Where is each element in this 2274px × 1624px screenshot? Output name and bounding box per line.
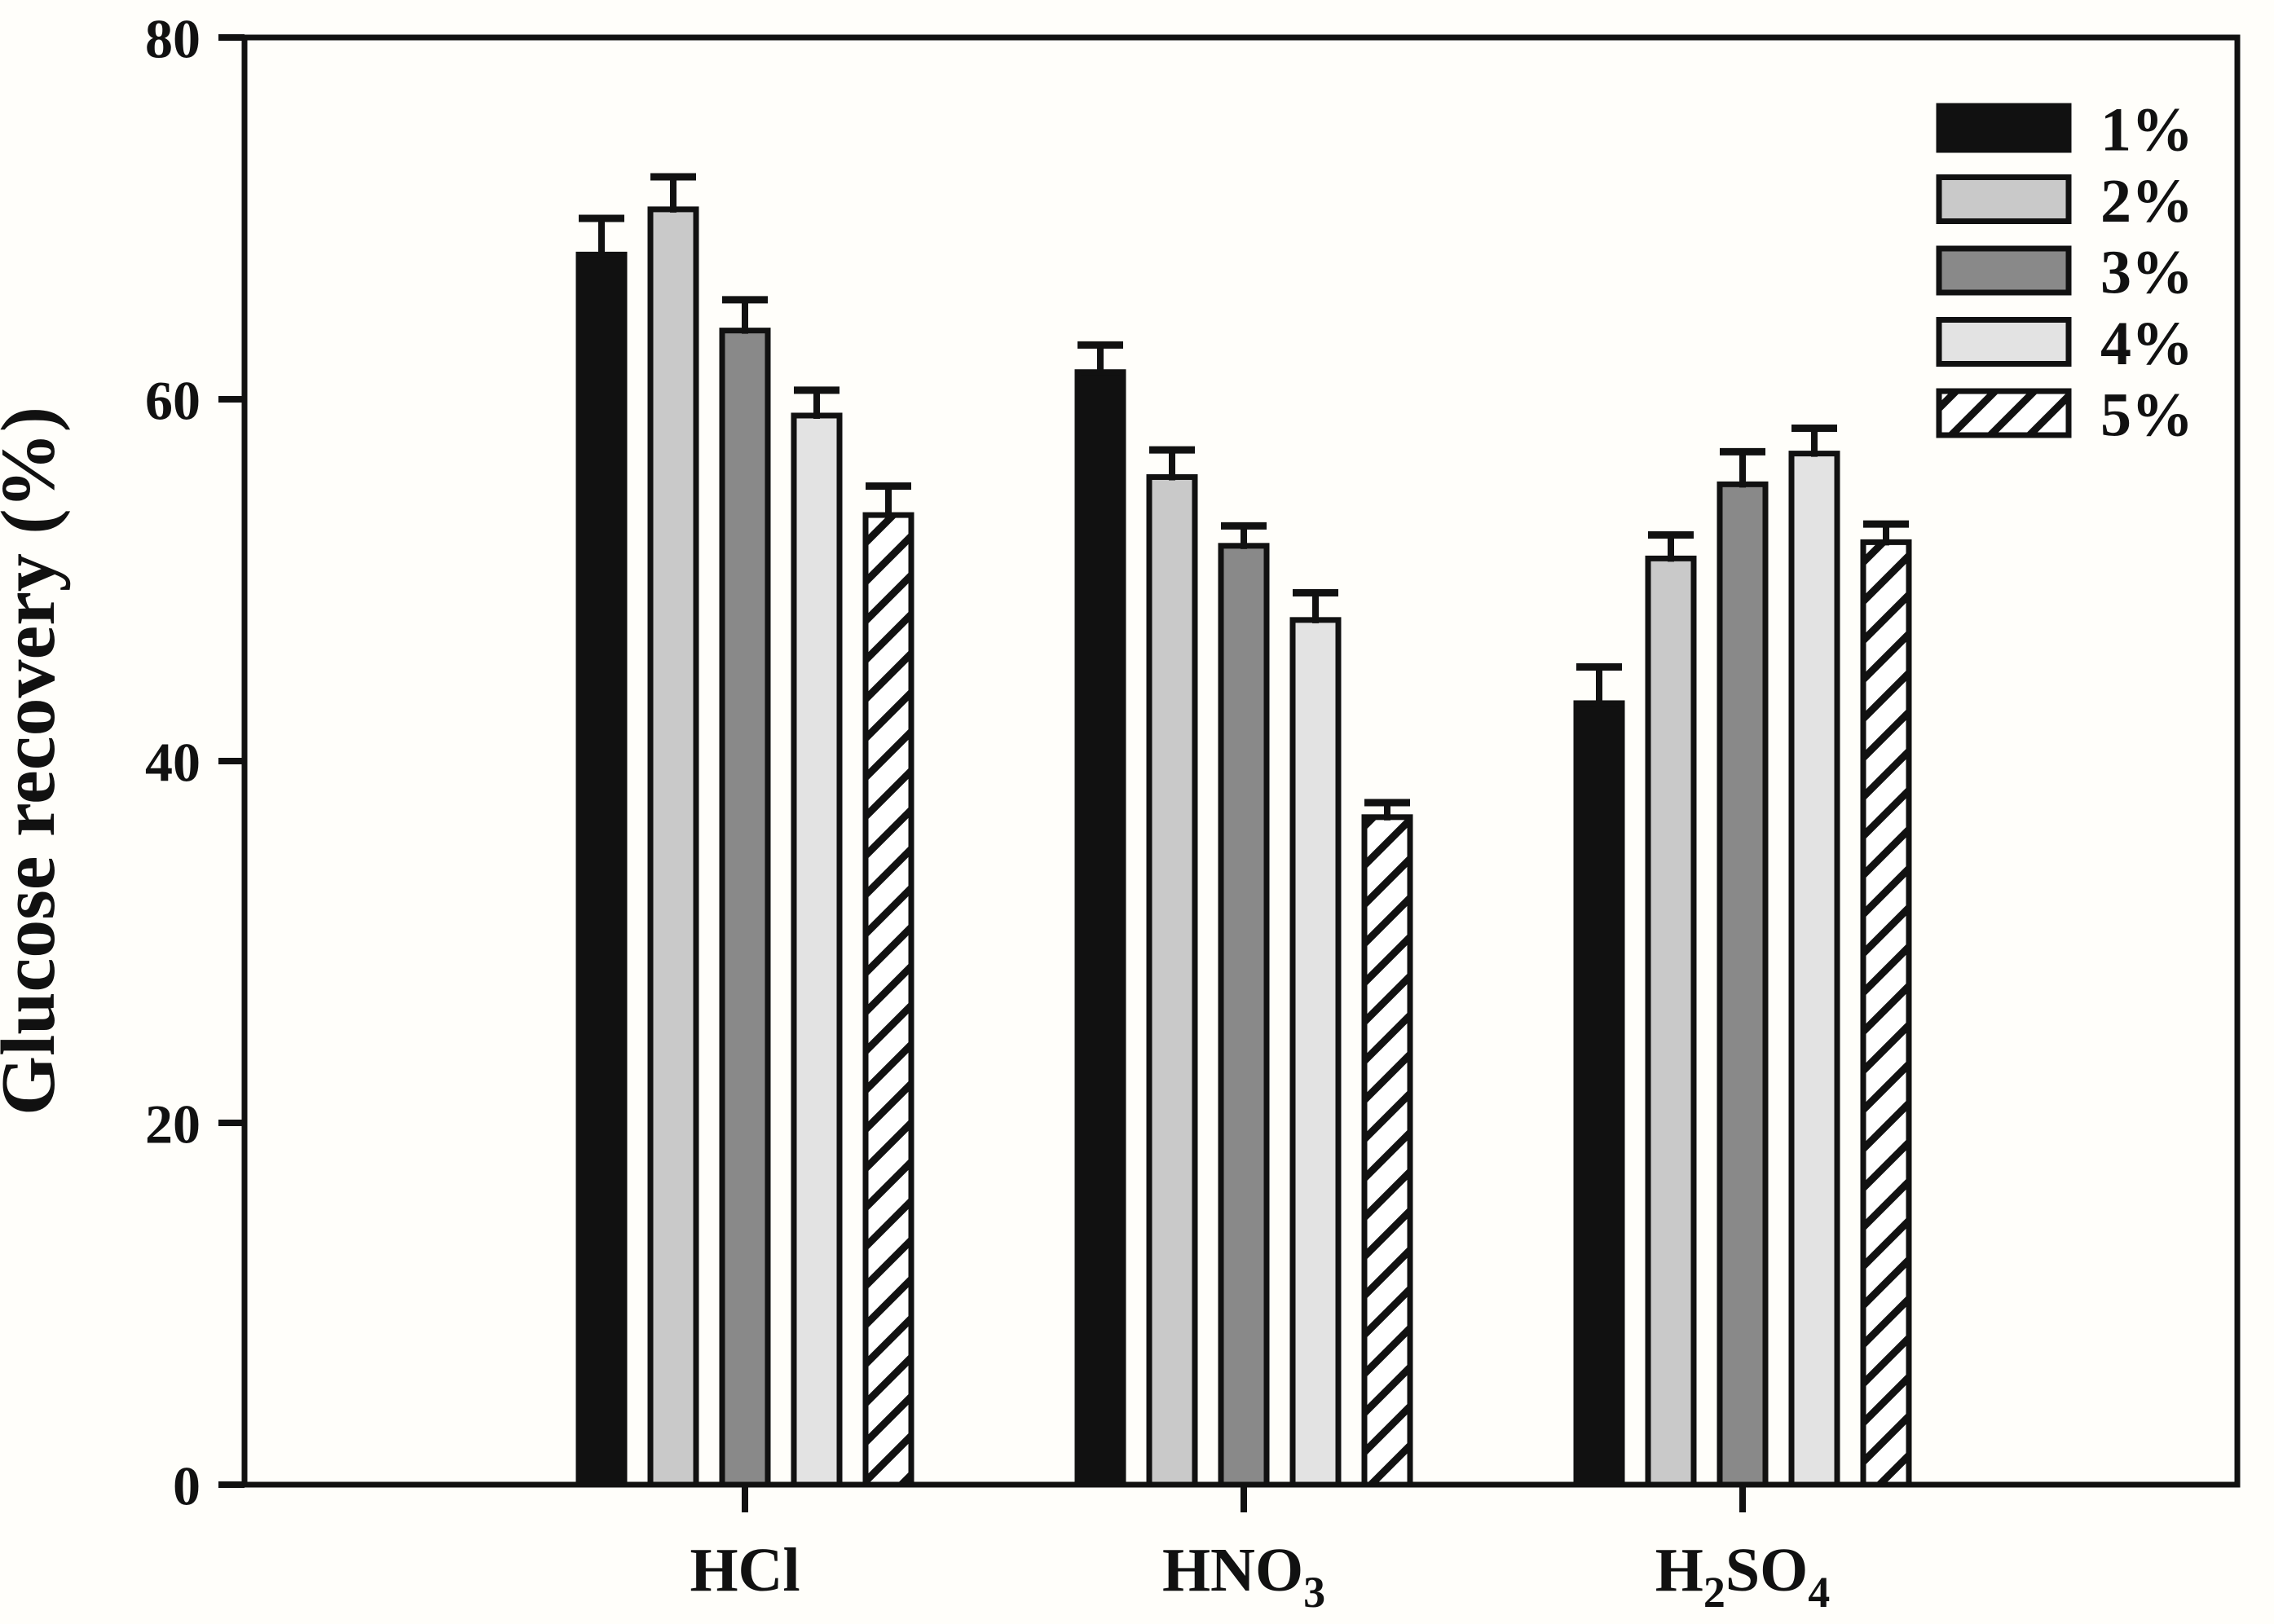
legend-swatch-5% — [1936, 388, 2072, 438]
bar-3%-H2SO4 — [1717, 481, 1769, 1488]
bar-4%-H2SO4 — [1788, 451, 1840, 1488]
y-tick-label: 60 — [145, 369, 201, 431]
bar-1%-HCl — [575, 251, 628, 1488]
legend-label: 2% — [2100, 167, 2193, 235]
legend-label: 4% — [2100, 310, 2193, 378]
bar-5%-HNO3 — [1361, 814, 1413, 1488]
bar-3%-HNO3 — [1218, 543, 1270, 1488]
bar-4%-HCl — [791, 412, 843, 1488]
y-tick-label: 80 — [145, 7, 201, 69]
x-category-label: HCl — [690, 1536, 800, 1604]
x-category-label: H2SO4 — [1655, 1536, 1831, 1617]
legend-swatch-1% — [1936, 103, 2072, 153]
bar-1%-HNO3 — [1074, 369, 1126, 1488]
bar-2%-H2SO4 — [1645, 555, 1697, 1488]
bar-2%-HCl — [647, 206, 699, 1488]
legend-label: 3% — [2100, 238, 2193, 306]
x-category-label: HNO3 — [1162, 1536, 1325, 1617]
legend-label: 5% — [2100, 381, 2193, 449]
legend-swatch-4% — [1936, 317, 2072, 367]
y-tick-label: 20 — [145, 1093, 201, 1155]
legend-swatch-3% — [1936, 245, 2072, 296]
legend-swatch-2% — [1936, 174, 2072, 224]
bar-3%-HCl — [719, 328, 771, 1488]
legend-label: 1% — [2100, 95, 2193, 164]
y-tick-label: 40 — [145, 731, 201, 793]
y-axis-title: Glucose recovery (%) — [0, 407, 71, 1116]
bar-1%-H2SO4 — [1573, 700, 1625, 1488]
bar-4%-HNO3 — [1289, 617, 1342, 1488]
bar-2%-HNO3 — [1146, 473, 1198, 1488]
y-tick-label: 0 — [173, 1455, 201, 1516]
bar-5%-H2SO4 — [1860, 539, 1912, 1488]
bar-5%-HCl — [862, 512, 914, 1488]
